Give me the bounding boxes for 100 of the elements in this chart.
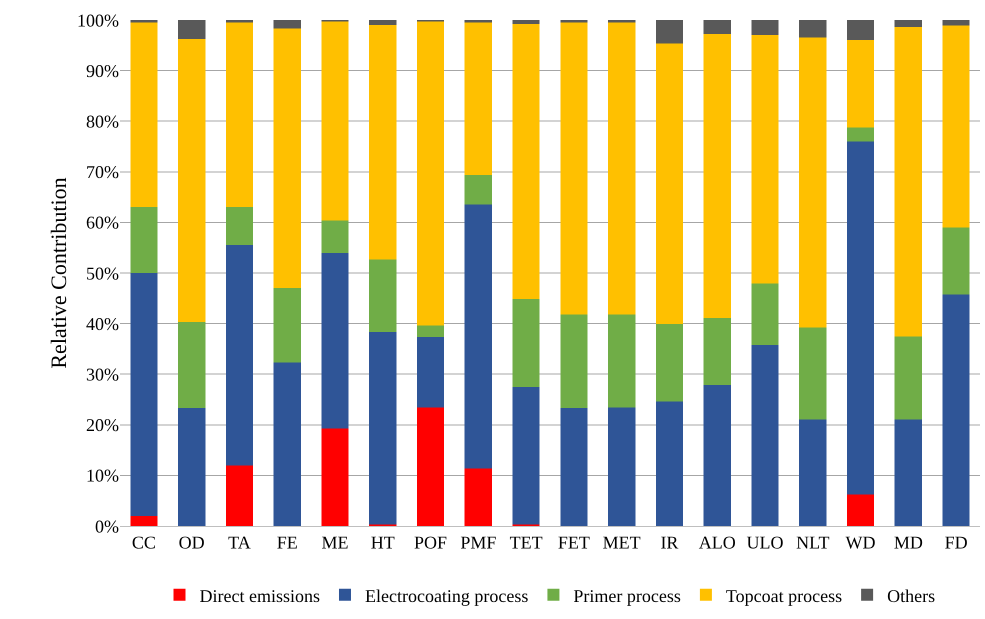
bar bbox=[751, 284, 779, 345]
bar bbox=[274, 362, 301, 526]
bar bbox=[799, 20, 826, 38]
bar bbox=[416, 22, 444, 326]
legend-label: Others bbox=[887, 586, 936, 606]
x-tick-label: CC bbox=[132, 532, 156, 553]
bar bbox=[178, 20, 206, 40]
x-tick-label: WD bbox=[846, 532, 876, 553]
bar bbox=[751, 344, 779, 526]
bar bbox=[416, 326, 444, 337]
bar bbox=[846, 494, 874, 526]
bar bbox=[321, 22, 349, 220]
y-tick-label: 100% bbox=[77, 10, 119, 30]
bar bbox=[656, 20, 684, 44]
bar bbox=[560, 408, 588, 526]
legend-label: Topcoat process bbox=[726, 586, 842, 606]
bar bbox=[321, 252, 349, 428]
bar bbox=[369, 332, 396, 524]
x-tick-label: OD bbox=[178, 532, 205, 553]
bar bbox=[560, 314, 588, 408]
bar bbox=[130, 22, 158, 208]
y-tick-label: 0% bbox=[95, 516, 119, 536]
x-tick-label: FET bbox=[558, 532, 590, 553]
bar bbox=[608, 20, 636, 23]
bar bbox=[512, 298, 540, 387]
bar bbox=[416, 408, 444, 526]
legend-label: Direct emissions bbox=[200, 586, 320, 606]
bar bbox=[894, 27, 922, 336]
x-tick-label: PMF bbox=[460, 532, 496, 553]
bar bbox=[178, 322, 206, 408]
bar bbox=[369, 25, 396, 260]
x-tick-label: HT bbox=[370, 532, 395, 553]
bar bbox=[130, 516, 158, 526]
bar bbox=[942, 227, 970, 294]
bar bbox=[226, 465, 254, 526]
bar bbox=[751, 35, 779, 284]
x-tick-label: ME bbox=[322, 532, 349, 553]
bar bbox=[321, 220, 349, 253]
bar bbox=[130, 207, 158, 273]
x-tick-label: TA bbox=[228, 532, 251, 553]
y-tick-label: 50% bbox=[86, 263, 119, 284]
bar bbox=[894, 20, 922, 28]
bar bbox=[560, 20, 588, 23]
bar bbox=[799, 328, 826, 420]
x-tick-label: TET bbox=[510, 532, 543, 553]
bar bbox=[846, 141, 874, 495]
bar bbox=[656, 43, 684, 324]
bar bbox=[226, 245, 254, 466]
bar bbox=[130, 20, 158, 23]
bar bbox=[274, 28, 301, 288]
bar bbox=[846, 127, 874, 142]
bar bbox=[704, 20, 731, 34]
bar bbox=[942, 20, 970, 26]
bar bbox=[178, 39, 206, 322]
bar bbox=[178, 408, 206, 526]
bar bbox=[704, 34, 731, 318]
x-tick-label: MD bbox=[894, 532, 923, 553]
x-tick-label: FE bbox=[276, 532, 298, 553]
bar bbox=[799, 420, 826, 526]
bar bbox=[369, 259, 396, 332]
bar bbox=[464, 468, 492, 526]
bar bbox=[894, 420, 922, 526]
bar bbox=[942, 294, 970, 526]
bar bbox=[704, 384, 731, 526]
bar bbox=[704, 318, 731, 385]
legend-label: Electrocoating process bbox=[364, 586, 528, 606]
bar bbox=[512, 20, 540, 24]
bar bbox=[464, 174, 492, 205]
bar bbox=[130, 273, 158, 516]
bar bbox=[799, 38, 826, 328]
x-tick-label: IR bbox=[660, 532, 678, 553]
bar bbox=[894, 336, 922, 420]
bar bbox=[369, 20, 396, 26]
y-tick-label: 30% bbox=[86, 364, 119, 384]
y-tick-label: 10% bbox=[86, 466, 119, 486]
bar bbox=[464, 22, 492, 175]
x-tick-label: FD bbox=[944, 532, 968, 553]
x-tick-label: POF bbox=[414, 532, 448, 553]
y-tick-label: 20% bbox=[86, 415, 119, 436]
x-tick-label: MET bbox=[602, 532, 641, 553]
y-tick-label: 60% bbox=[86, 212, 119, 233]
y-axis-title: Relative Contribution bbox=[46, 177, 71, 369]
bar bbox=[846, 40, 874, 128]
bar bbox=[512, 386, 540, 524]
bar bbox=[274, 20, 301, 29]
x-tick-label: ALO bbox=[698, 532, 736, 553]
bar bbox=[608, 408, 636, 526]
bar bbox=[416, 336, 444, 408]
bar bbox=[321, 428, 349, 526]
x-tick-label: ULO bbox=[746, 532, 784, 553]
bar bbox=[751, 20, 779, 36]
y-tick-label: 80% bbox=[86, 112, 119, 132]
bar bbox=[226, 207, 254, 246]
bar bbox=[226, 22, 254, 208]
bar bbox=[608, 22, 636, 314]
bar bbox=[226, 20, 254, 23]
legend-label: Primer process bbox=[573, 586, 681, 606]
bar bbox=[656, 402, 684, 526]
bar bbox=[464, 204, 492, 468]
bar bbox=[608, 314, 636, 408]
